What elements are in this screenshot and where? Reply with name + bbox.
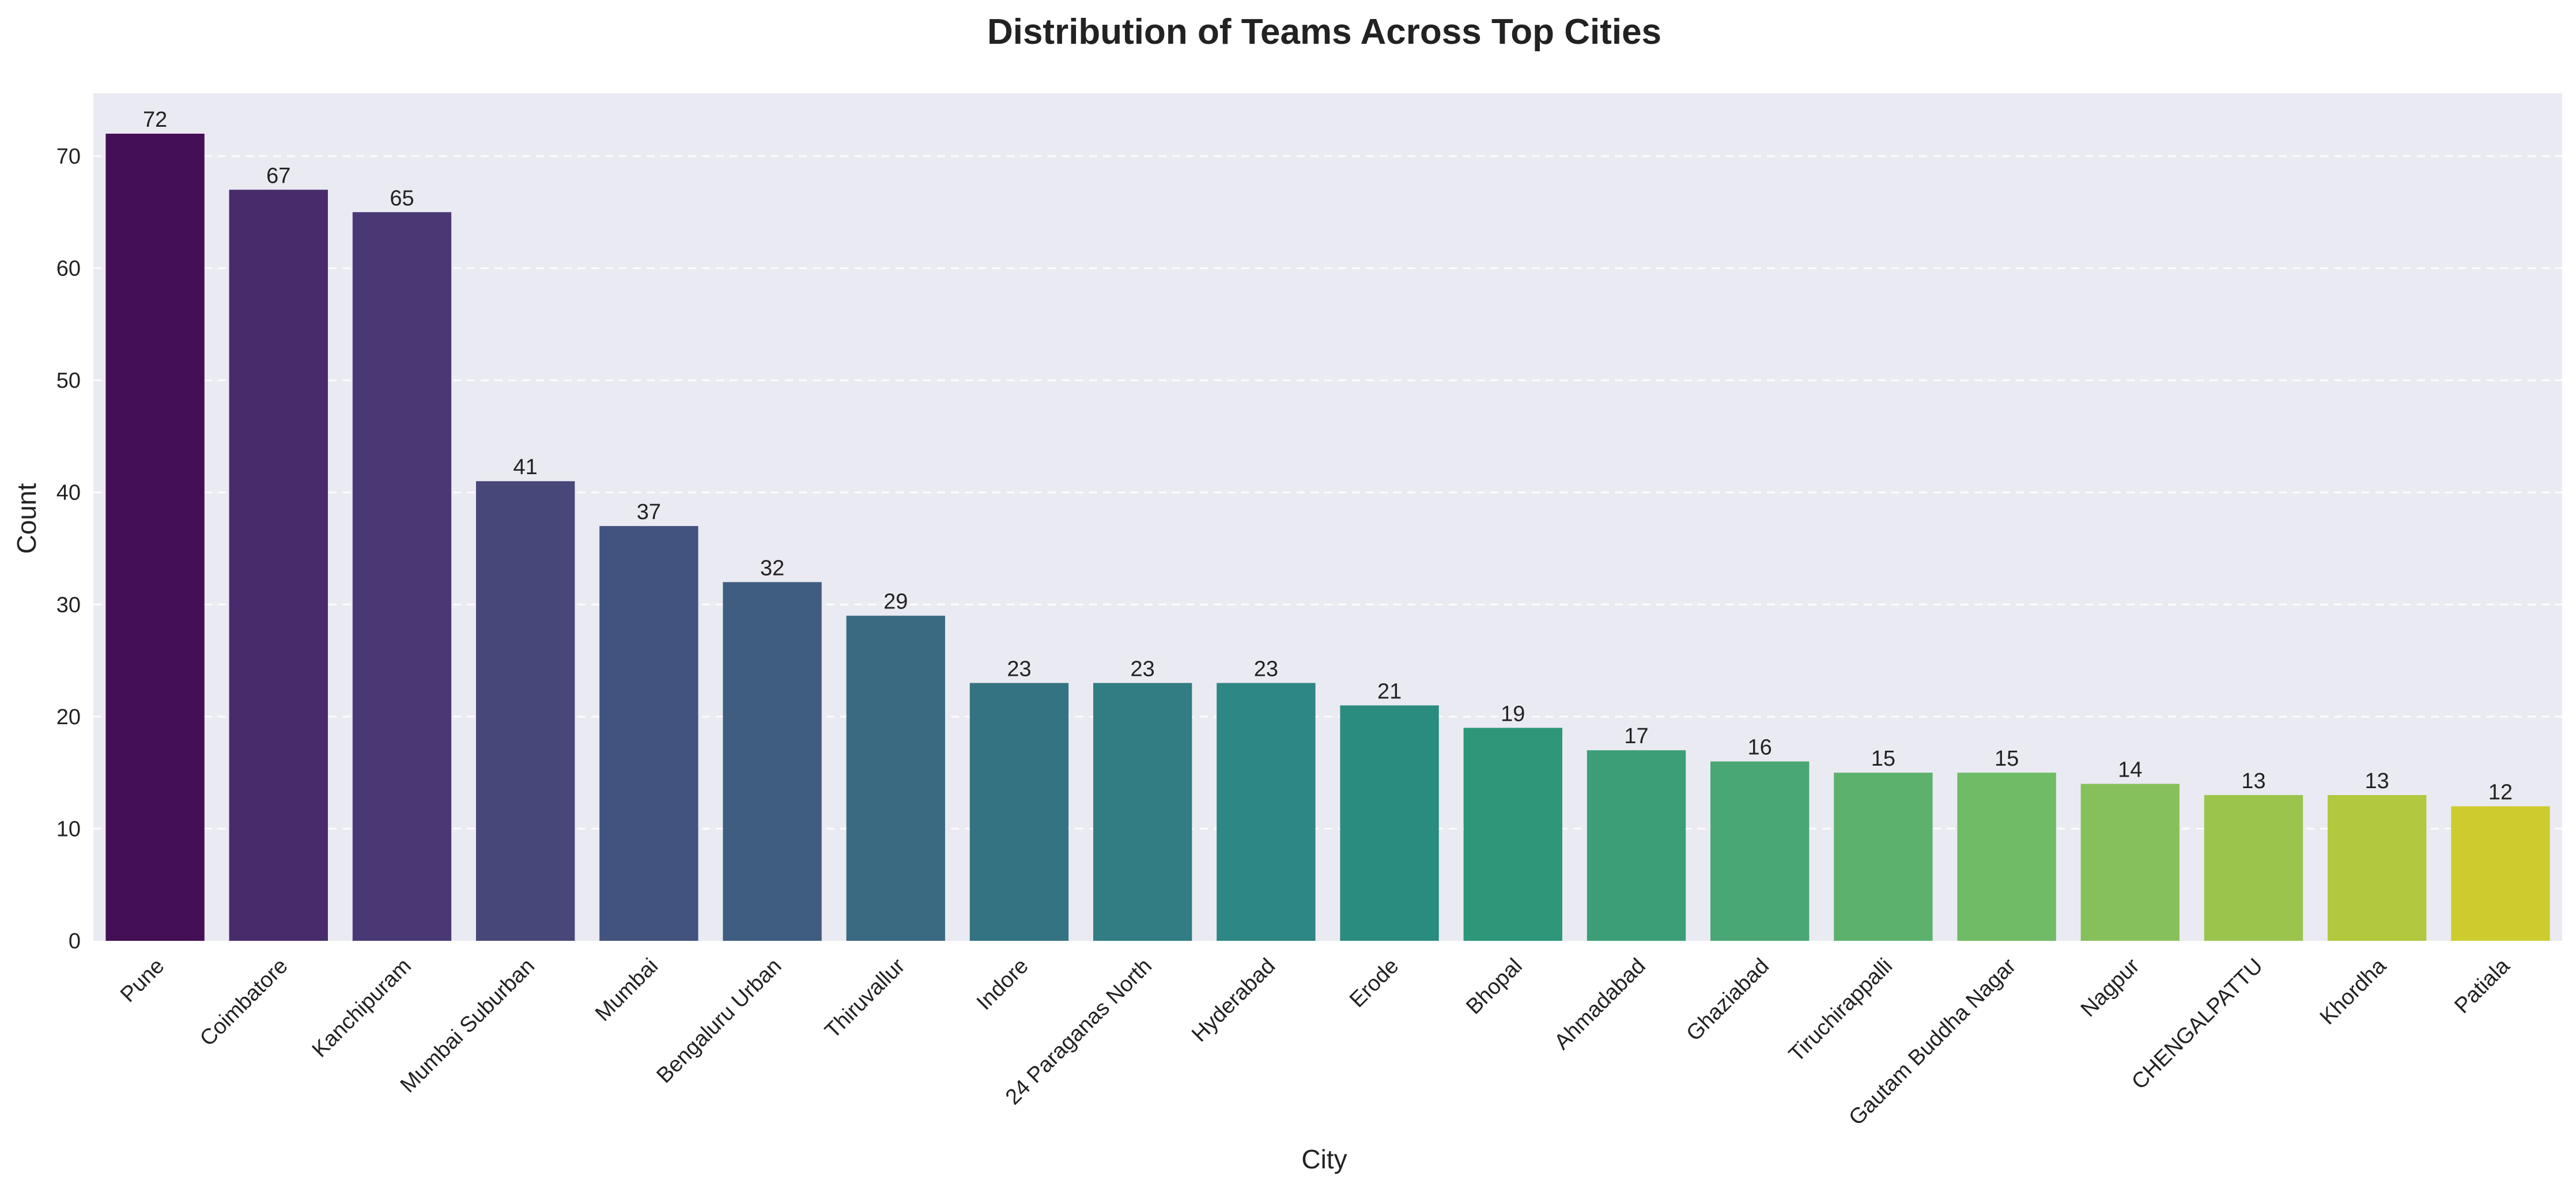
y-tick-label: 20: [56, 705, 81, 729]
y-tick-label: 60: [56, 257, 81, 281]
value-label: 32: [760, 556, 784, 580]
y-tick-label: 40: [56, 481, 81, 505]
y-tick-label: 50: [56, 369, 81, 393]
value-label: 72: [143, 108, 167, 132]
value-label: 13: [2365, 769, 2389, 793]
bar-pune: [105, 134, 205, 941]
bar-mumbai: [599, 526, 698, 941]
bar-bhopal: [1463, 728, 1562, 941]
y-axis-label: Count: [12, 483, 41, 554]
bar-24-paraganas-north: [1093, 683, 1192, 941]
bar-chengalpattu: [2204, 795, 2303, 941]
y-tick-label: 0: [69, 929, 81, 953]
bar-indore: [969, 683, 1069, 941]
value-label: 13: [2241, 769, 2265, 793]
x-tick-label: Indore: [972, 954, 1033, 1015]
bar-coimbatore: [229, 190, 328, 941]
value-label: 14: [2118, 758, 2142, 782]
value-labels: 72 67 65 41 37 32 29 23 23 23 21 19 17 16 15 15 14 13 13 12: [143, 108, 2513, 804]
x-tick-label: CHENGALPATTU: [2127, 954, 2268, 1095]
bar-nagpur: [2080, 784, 2180, 941]
bar-mumbai-suburban: [476, 481, 575, 941]
y-axis-ticks: 0 10 20 30 40 50 60 70: [56, 145, 81, 953]
x-tick-label: Pune: [116, 954, 169, 1007]
x-tick-label: Thiruvallur: [821, 953, 910, 1043]
x-axis-label: City: [1301, 1144, 1347, 1174]
value-label: 41: [513, 455, 538, 479]
value-label: 21: [1377, 679, 1402, 703]
bars: [105, 134, 2550, 941]
bar-erode: [1340, 705, 1439, 941]
x-tick-label: Mumbai: [591, 954, 663, 1026]
x-tick-label: Mumbai Suburban: [396, 954, 539, 1098]
value-label: 23: [1007, 657, 1031, 681]
value-label: 17: [1624, 724, 1648, 748]
bar-bengaluru-urban: [723, 582, 822, 941]
x-tick-label: Erode: [1345, 954, 1403, 1012]
chart-title: Distribution of Teams Across Top Cities: [987, 12, 1661, 52]
x-tick-label: Khordha: [2316, 953, 2392, 1030]
value-label: 19: [1501, 702, 1525, 726]
value-label: 65: [390, 186, 414, 210]
value-label: 67: [266, 164, 290, 188]
x-tick-label: Hyderabad: [1187, 954, 1280, 1047]
value-label: 37: [637, 500, 661, 524]
value-label: 12: [2488, 781, 2513, 805]
bar-tiruchirappalli: [1834, 773, 1933, 941]
bar-thiruvallur: [846, 615, 945, 941]
bar-gautam-buddha-nagar: [1957, 773, 2056, 941]
y-tick-label: 10: [56, 817, 81, 841]
grid-lines: [93, 155, 2562, 830]
value-label: 23: [1131, 657, 1155, 681]
x-tick-label: Coimbatore: [195, 954, 293, 1051]
y-tick-label: 70: [56, 145, 81, 169]
value-label: 15: [1995, 747, 2019, 771]
x-tick-label: Kanchipuram: [308, 954, 416, 1062]
x-tick-label: Ghaziabad: [1682, 954, 1774, 1046]
x-tick-label: Bhopal: [1461, 954, 1527, 1019]
bar-patiala: [2451, 806, 2550, 941]
x-tick-label: Ahmadabad: [1550, 954, 1650, 1055]
value-label: 15: [1871, 747, 1895, 771]
value-label: 23: [1254, 657, 1278, 681]
x-tick-label: Tiruchirappalli: [1784, 954, 1897, 1067]
bar-hyderabad: [1217, 683, 1316, 941]
bar-ghaziabad: [1710, 761, 1810, 941]
value-label: 29: [883, 590, 908, 614]
x-tick-label: Patiala: [2450, 953, 2514, 1018]
bar-ahmadabad: [1587, 750, 1686, 941]
plot-area: [93, 93, 2562, 941]
x-tick-label: Nagpur: [2076, 953, 2144, 1021]
y-tick-label: 30: [56, 593, 81, 617]
bar-kanchipuram: [352, 212, 452, 941]
value-label: 16: [1748, 736, 1772, 760]
bar-khordha: [2328, 795, 2427, 941]
x-tick-label: Bengaluru Urban: [652, 954, 787, 1088]
